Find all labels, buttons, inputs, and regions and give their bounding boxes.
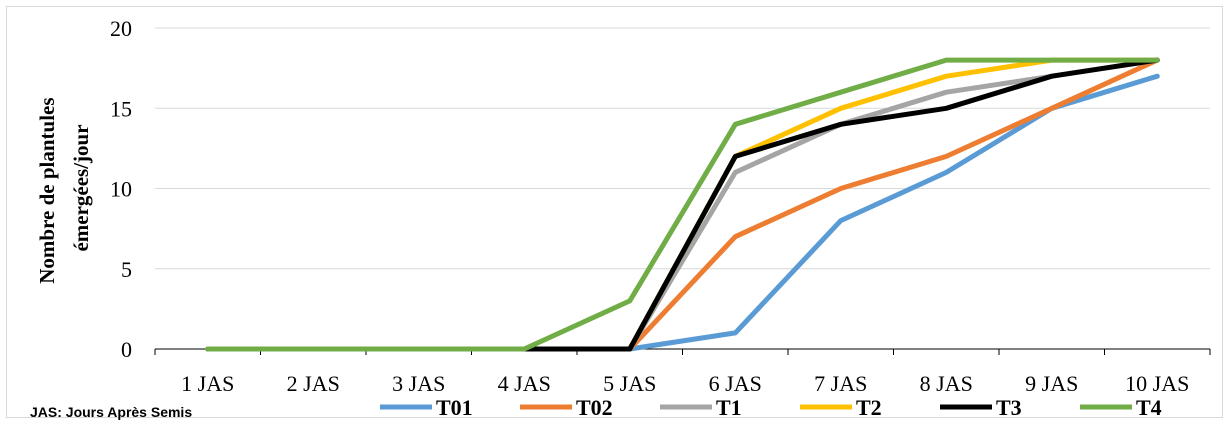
legend-label-t01: T01 [436, 395, 473, 420]
x-tick-label: 10 JAS [1125, 371, 1189, 396]
x-tick-label: 1 JAS [181, 371, 234, 396]
series-line-t3 [205, 57, 1160, 352]
legend: T01 T02 T1 T2 T3 T4 [380, 395, 1162, 420]
y-tick-label: 15 [110, 96, 132, 121]
series-lines [205, 57, 1160, 352]
y-axis-label-line-1: Nombre de plantules [35, 97, 59, 283]
footnote: JAS: Jours Après Semis [30, 404, 192, 420]
legend-label-t2: T2 [856, 395, 882, 420]
x-tick-label: 7 JAS [814, 371, 867, 396]
legend-label-t02: T02 [576, 395, 613, 420]
series-line-t4 [205, 57, 1160, 352]
x-tick-label: 3 JAS [392, 371, 445, 396]
legend-label-t4: T4 [1136, 395, 1162, 420]
y-tick-labels: 0 5 10 15 20 [110, 16, 132, 362]
y-tick-label: 5 [121, 257, 132, 282]
legend-label-t1: T1 [716, 395, 742, 420]
legend-label-t3: T3 [996, 395, 1022, 420]
x-tick-label: 8 JAS [920, 371, 973, 396]
gridlines [155, 27, 1210, 270]
series-line-t2 [205, 57, 1160, 352]
x-tick-label: 2 JAS [287, 371, 340, 396]
x-tick-label: 4 JAS [498, 371, 551, 396]
y-axis-label: Nombre de plantules émergées/jour [35, 92, 93, 284]
y-tick-label: 10 [110, 177, 132, 202]
y-tick-label: 20 [110, 16, 132, 41]
series-line-t1 [205, 57, 1160, 352]
y-axis-label-line-2: émergées/jour [69, 124, 93, 251]
x-tick-label: 9 JAS [1025, 371, 1078, 396]
x-tick-label: 6 JAS [709, 371, 762, 396]
chart-frame [6, 6, 1223, 418]
x-tick-label: 5 JAS [603, 371, 656, 396]
series-line-t02 [205, 57, 1160, 352]
y-tick-label: 0 [121, 337, 132, 362]
x-tick-labels: 1 JAS 2 JAS 3 JAS 4 JAS 5 JAS 6 JAS 7 JAS 8 JAS… [181, 371, 1189, 396]
